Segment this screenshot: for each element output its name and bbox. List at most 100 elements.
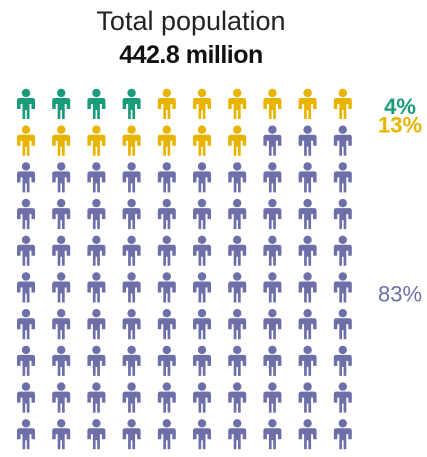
person-icon bbox=[52, 272, 71, 303]
person-icon bbox=[298, 309, 317, 340]
person-icon bbox=[122, 88, 141, 119]
person-icon bbox=[228, 272, 247, 303]
person-icon bbox=[52, 345, 71, 376]
person-icon bbox=[228, 88, 247, 119]
person-icon bbox=[333, 235, 352, 266]
person-icon bbox=[298, 419, 317, 450]
person-icon bbox=[122, 382, 141, 413]
person-icon bbox=[87, 272, 106, 303]
person-icon bbox=[122, 419, 141, 450]
person-icon bbox=[157, 235, 176, 266]
person-icon bbox=[298, 235, 317, 266]
person-icon bbox=[333, 125, 352, 156]
person-icon bbox=[87, 162, 106, 193]
person-icon bbox=[87, 88, 106, 119]
person-icon bbox=[333, 162, 352, 193]
person-icon bbox=[263, 162, 282, 193]
person-icon bbox=[122, 198, 141, 230]
person-icon bbox=[298, 125, 317, 156]
person-icon bbox=[87, 345, 106, 376]
person-icon bbox=[333, 309, 352, 340]
person-icon bbox=[298, 162, 317, 193]
person-icon bbox=[193, 309, 211, 340]
person-icon bbox=[87, 198, 106, 230]
person-icon bbox=[263, 382, 282, 413]
person-icon bbox=[87, 235, 106, 266]
person-icon bbox=[193, 345, 211, 376]
person-icon bbox=[298, 198, 317, 230]
person-icon bbox=[193, 162, 211, 193]
person-icon bbox=[193, 88, 211, 119]
person-icon bbox=[193, 419, 211, 450]
person-icon bbox=[228, 309, 247, 340]
person-icon bbox=[122, 235, 141, 266]
person-icon bbox=[193, 198, 211, 230]
person-icon bbox=[263, 88, 282, 119]
person-icon bbox=[228, 198, 247, 230]
person-icon bbox=[228, 382, 247, 413]
person-icon bbox=[87, 125, 106, 156]
person-icon bbox=[298, 382, 317, 413]
person-icon bbox=[52, 162, 71, 193]
person-icon bbox=[193, 125, 211, 156]
person-icon-grid bbox=[17, 88, 352, 450]
person-icon bbox=[263, 125, 282, 156]
person-icon bbox=[228, 162, 247, 193]
person-icon bbox=[157, 198, 176, 230]
person-icon bbox=[157, 309, 176, 340]
person-icon bbox=[122, 162, 141, 193]
percentage-label: 4% bbox=[384, 94, 416, 119]
person-icon bbox=[52, 235, 71, 266]
person-icon bbox=[263, 309, 282, 340]
percentage-label: 13% bbox=[378, 112, 422, 137]
person-icon bbox=[263, 198, 282, 230]
percentage-labels: 4%13% 83% bbox=[378, 94, 422, 307]
person-icon bbox=[157, 345, 176, 376]
person-icon bbox=[193, 382, 211, 413]
person-icon bbox=[228, 419, 247, 450]
person-icon bbox=[122, 272, 141, 303]
chart-subtitle: 442.8 million bbox=[119, 41, 263, 69]
person-icon bbox=[17, 88, 35, 119]
person-icon bbox=[193, 235, 211, 266]
person-icon bbox=[228, 235, 247, 266]
person-icon bbox=[52, 125, 71, 156]
person-icon bbox=[17, 235, 35, 266]
person-icon bbox=[17, 125, 35, 156]
person-icon bbox=[263, 419, 282, 450]
person-icon bbox=[157, 382, 176, 413]
person-icon bbox=[17, 419, 35, 450]
person-icon bbox=[298, 345, 317, 376]
person-icon bbox=[17, 345, 35, 376]
person-icon bbox=[17, 162, 35, 193]
chart-title: Total population bbox=[96, 6, 286, 36]
person-icon bbox=[87, 419, 106, 450]
person-icon bbox=[333, 345, 352, 376]
person-icon bbox=[87, 382, 106, 413]
person-icon bbox=[263, 235, 282, 266]
person-icon bbox=[87, 309, 106, 340]
person-icon bbox=[52, 382, 71, 413]
person-icon bbox=[333, 272, 352, 303]
person-icon bbox=[157, 272, 176, 303]
person-icon bbox=[263, 272, 282, 303]
person-icon bbox=[52, 419, 71, 450]
person-icon bbox=[228, 345, 247, 376]
person-icon bbox=[157, 88, 176, 119]
person-icon bbox=[122, 345, 141, 376]
person-icon bbox=[52, 88, 71, 119]
person-icon bbox=[228, 125, 247, 156]
person-icon bbox=[298, 88, 317, 119]
person-icon bbox=[17, 382, 35, 413]
person-icon bbox=[122, 309, 141, 340]
person-icon bbox=[122, 125, 141, 156]
person-icon bbox=[157, 162, 176, 193]
person-icon bbox=[333, 419, 352, 450]
person-icon bbox=[157, 125, 176, 156]
person-icon bbox=[193, 272, 211, 303]
person-icon bbox=[17, 198, 35, 230]
person-icon bbox=[333, 382, 352, 413]
person-icon bbox=[17, 272, 35, 303]
person-icon bbox=[52, 198, 71, 230]
